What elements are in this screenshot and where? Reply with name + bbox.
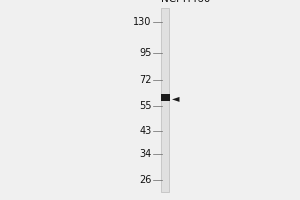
Text: 95: 95 <box>139 48 152 58</box>
Text: 34: 34 <box>139 149 152 159</box>
Bar <box>160 8 169 192</box>
Text: 72: 72 <box>139 75 152 85</box>
Text: 43: 43 <box>139 126 152 136</box>
Text: NCI-H460: NCI-H460 <box>161 0 211 4</box>
Text: 130: 130 <box>133 17 152 27</box>
Bar <box>161 94 170 101</box>
Text: 55: 55 <box>139 101 152 111</box>
Text: ◄: ◄ <box>172 93 179 103</box>
Text: 26: 26 <box>139 175 152 185</box>
